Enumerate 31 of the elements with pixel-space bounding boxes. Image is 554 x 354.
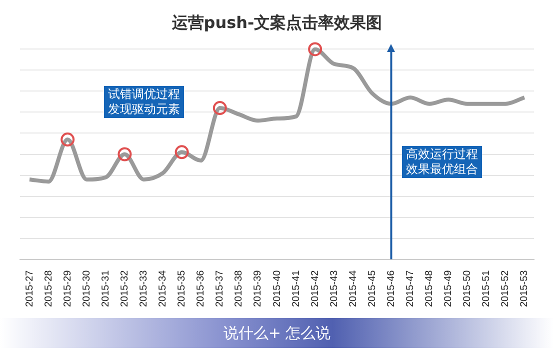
- x-tick-label: 2015-52: [500, 270, 512, 308]
- x-tick-label: 2015-30: [81, 270, 92, 308]
- x-tick-label: 2015-44: [348, 270, 359, 308]
- x-tick-label: 2015-40: [272, 270, 283, 308]
- annotation: 试错调优过程发现驱动元素: [104, 86, 184, 118]
- x-tick-label: 2015-38: [234, 270, 245, 308]
- x-tick-label: 2015-28: [43, 270, 54, 308]
- x-tick-label: 2015-27: [24, 270, 36, 308]
- text: 说什么+ 怎么说: [0, 318, 554, 348]
- x-tick-label: 2015-45: [366, 270, 378, 308]
- x-tick-label: 2015-34: [158, 270, 169, 308]
- x-tick-label: 2015-29: [62, 270, 74, 308]
- x-tick-label: 2015-51: [481, 270, 492, 308]
- x-tick-label: 2015-37: [214, 270, 226, 308]
- x-tick-label: 2015-42: [310, 270, 321, 308]
- x-tick-label: 2015-32: [119, 270, 130, 308]
- x-tick-label: 2015-43: [328, 270, 340, 308]
- x-tick-label: 2015-39: [252, 270, 264, 308]
- x-tick-label: 2015-46: [386, 270, 397, 308]
- x-tick-label: 2015-49: [443, 270, 454, 308]
- annotation: 高效运行过程效果最优组合: [402, 146, 482, 178]
- x-tick-label: 2015-31: [100, 270, 112, 308]
- x-tick-label: 2015-36: [196, 270, 207, 308]
- x-tick-label: 2015-48: [424, 270, 436, 308]
- x-tick-label: 2015-41: [290, 270, 302, 308]
- x-tick-label: 2015-33: [138, 270, 150, 308]
- x-tick-label: 2015-47: [405, 270, 416, 308]
- x-tick-label: 2015-53: [519, 270, 530, 308]
- chart-title: 运营push-文案点击率效果图: [170, 12, 382, 32]
- x-tick-label: 2015-50: [462, 270, 474, 308]
- x-tick-label: 2015-35: [176, 270, 188, 308]
